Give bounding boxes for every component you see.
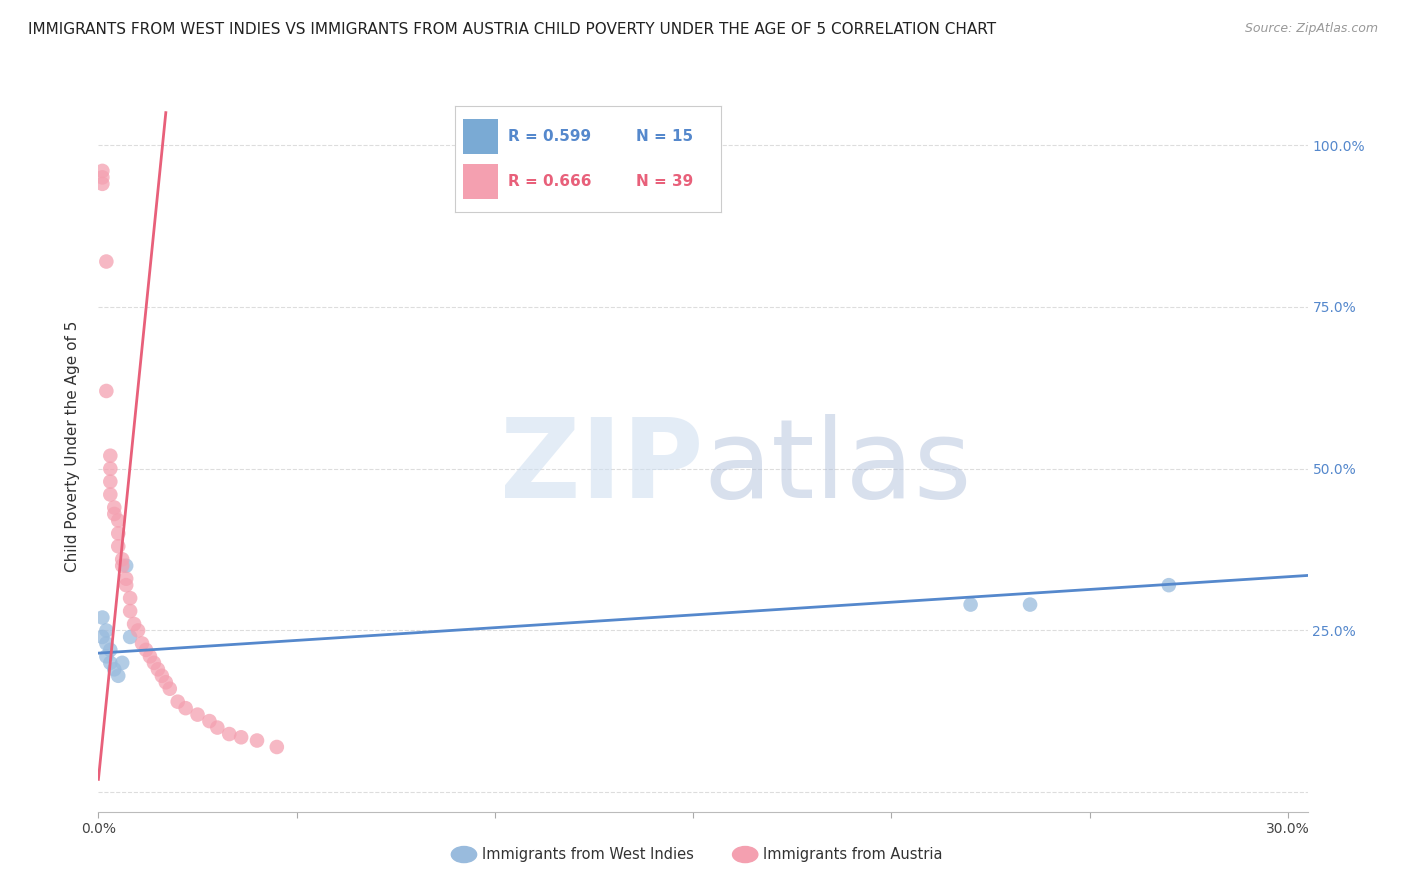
Point bbox=[96, 254, 118, 268]
Point bbox=[150, 669, 173, 683]
Point bbox=[91, 164, 114, 178]
Point bbox=[186, 707, 208, 722]
Point bbox=[131, 636, 153, 650]
Point bbox=[120, 604, 142, 618]
Point bbox=[98, 449, 121, 463]
Point bbox=[115, 572, 138, 586]
Point bbox=[218, 727, 240, 741]
Point bbox=[103, 500, 125, 515]
Point bbox=[1157, 578, 1180, 592]
Point bbox=[198, 714, 221, 728]
Point bbox=[266, 739, 288, 754]
Point bbox=[174, 701, 197, 715]
Point bbox=[96, 624, 118, 638]
Point bbox=[107, 526, 129, 541]
Text: atlas: atlas bbox=[703, 415, 972, 522]
Text: IMMIGRANTS FROM WEST INDIES VS IMMIGRANTS FROM AUSTRIA CHILD POVERTY UNDER THE A: IMMIGRANTS FROM WEST INDIES VS IMMIGRANT… bbox=[28, 22, 997, 37]
Point bbox=[146, 662, 169, 676]
Point bbox=[111, 656, 134, 670]
Point bbox=[127, 624, 149, 638]
Point bbox=[207, 721, 229, 735]
Point bbox=[120, 591, 142, 606]
Point bbox=[107, 513, 129, 527]
Point bbox=[98, 461, 121, 475]
Point bbox=[96, 649, 118, 664]
Point bbox=[111, 558, 134, 573]
Point bbox=[96, 636, 118, 650]
Point bbox=[115, 558, 138, 573]
Point bbox=[120, 630, 142, 644]
Point bbox=[166, 695, 188, 709]
Point bbox=[142, 656, 165, 670]
Point bbox=[107, 539, 129, 553]
Point bbox=[1019, 598, 1042, 612]
Point bbox=[959, 598, 981, 612]
Point bbox=[122, 617, 145, 632]
Point bbox=[91, 630, 114, 644]
Point bbox=[98, 475, 121, 489]
Point bbox=[91, 170, 114, 185]
Point bbox=[246, 733, 269, 747]
Point bbox=[103, 662, 125, 676]
Point bbox=[135, 643, 157, 657]
Text: Immigrants from Austria: Immigrants from Austria bbox=[763, 847, 943, 862]
Point bbox=[98, 487, 121, 501]
Point bbox=[91, 177, 114, 191]
Point bbox=[115, 578, 138, 592]
Point bbox=[159, 681, 181, 696]
Point bbox=[96, 384, 118, 398]
Point bbox=[107, 669, 129, 683]
Point bbox=[155, 675, 177, 690]
Point bbox=[139, 649, 162, 664]
Point bbox=[111, 552, 134, 566]
Text: Source: ZipAtlas.com: Source: ZipAtlas.com bbox=[1244, 22, 1378, 36]
Point bbox=[231, 731, 253, 745]
Point bbox=[103, 507, 125, 521]
Text: ZIP: ZIP bbox=[499, 415, 703, 522]
Text: Immigrants from West Indies: Immigrants from West Indies bbox=[482, 847, 695, 862]
Point bbox=[98, 656, 121, 670]
Y-axis label: Child Poverty Under the Age of 5: Child Poverty Under the Age of 5 bbox=[65, 320, 80, 572]
Point bbox=[98, 643, 121, 657]
Point bbox=[91, 610, 114, 624]
